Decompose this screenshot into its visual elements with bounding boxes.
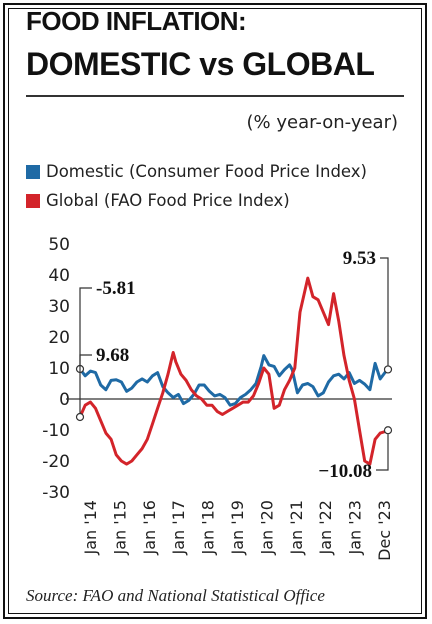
x-tick-label: Jan '17 [169, 500, 188, 556]
leader-global-end [376, 434, 389, 471]
annotation-domestic-start: 9.68 [96, 345, 129, 366]
x-tick-label: Jan '23 [346, 500, 365, 556]
legend-item-domestic: Domestic (Consumer Food Price Index) [26, 162, 367, 181]
series-line-global [78, 276, 390, 466]
leader-domestic-start [79, 354, 92, 365]
y-tick-label: 40 [48, 266, 70, 286]
chart-title-line-1: FOOD INFLATION: [26, 6, 247, 36]
x-tick-label: Jan '14 [81, 500, 100, 556]
x-tick-label: Jan '20 [257, 500, 276, 556]
annotation-global-end: −10.08 [318, 461, 372, 482]
global-end-marker [383, 426, 393, 435]
domestic-end-marker [383, 365, 393, 374]
legend-swatch-global [26, 193, 40, 208]
leader-global-start [79, 287, 92, 414]
y-tick-label: -20 [42, 452, 70, 472]
global-start-marker [75, 412, 85, 422]
y-tick-label: -10 [42, 421, 70, 441]
source-note: Source: FAO and National Statistical Off… [26, 586, 325, 605]
title-divider [26, 95, 404, 97]
y-tick-label: -30 [42, 483, 70, 503]
x-tick-label: Jan '18 [199, 500, 218, 556]
y-tick-label: 20 [48, 328, 70, 348]
y-tick-label: 10 [48, 359, 70, 379]
inner-frame [8, 8, 422, 614]
x-tick-label: Jan '21 [287, 500, 306, 556]
x-tick-label: Jan '19 [228, 500, 247, 556]
annotation-global-start: -5.81 [96, 278, 136, 299]
leader-domestic-end [380, 257, 389, 366]
x-tick-label: Jan '15 [110, 500, 129, 556]
outer-frame [3, 3, 427, 619]
legend-swatch-domestic [26, 164, 40, 179]
series-line-domestic [78, 354, 390, 407]
x-tick-label: Jan '22 [316, 500, 335, 556]
x-tick-label: Dec '23 [375, 500, 394, 561]
x-tick-label: Jan '16 [140, 500, 159, 556]
y-tick-label: 0 [59, 390, 70, 410]
y-tick-label: 50 [48, 235, 70, 255]
chart-title-line-2: DOMESTIC vs GLOBAL [26, 46, 375, 82]
unit-label: (% year-on-year) [246, 112, 398, 133]
y-tick-label: 30 [48, 297, 70, 317]
legend-label-global: Global (FAO Food Price Index) [46, 191, 290, 210]
legend-label-domestic: Domestic (Consumer Food Price Index) [46, 162, 367, 181]
annotation-domestic-end: 9.53 [343, 248, 376, 269]
legend-item-global: Global (FAO Food Price Index) [26, 191, 290, 210]
